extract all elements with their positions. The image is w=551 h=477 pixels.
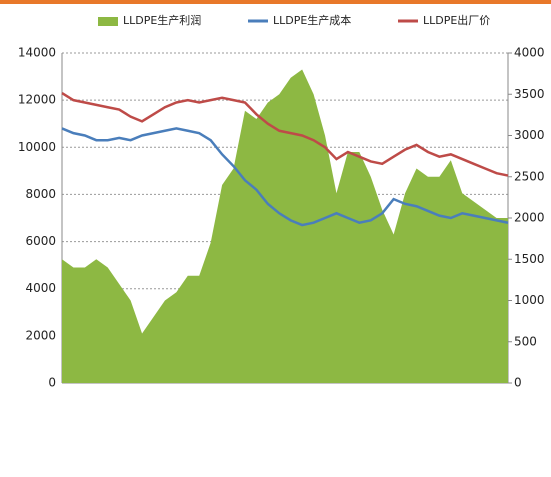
area bbox=[62, 69, 508, 383]
legend-label: LLDPE生产利润 bbox=[123, 13, 201, 27]
y2-tick-label: 1000 bbox=[514, 293, 545, 307]
y2-tick-label: 500 bbox=[514, 334, 537, 348]
y-tick-label: 4000 bbox=[25, 281, 56, 295]
y-tick-label: 12000 bbox=[18, 93, 56, 107]
y2-tick-label: 3000 bbox=[514, 128, 545, 142]
y-tick-label: 6000 bbox=[25, 234, 56, 248]
legend-swatch bbox=[98, 17, 118, 26]
legend-label: LLDPE出厂价 bbox=[423, 13, 490, 27]
y2-tick-label: 1500 bbox=[514, 252, 545, 266]
y2-tick-label: 2000 bbox=[514, 211, 545, 225]
y2-tick-label: 2500 bbox=[514, 169, 545, 183]
top-border bbox=[0, 0, 551, 4]
y2-tick-label: 0 bbox=[514, 376, 522, 390]
line bbox=[61, 92, 509, 177]
y-tick-label: 14000 bbox=[18, 46, 56, 60]
y-tick-label: 10000 bbox=[18, 140, 56, 154]
y-tick-label: 2000 bbox=[25, 328, 56, 342]
y2-tick-label: 4000 bbox=[514, 46, 545, 60]
y-tick-label: 0 bbox=[48, 376, 56, 390]
y-tick-label: 8000 bbox=[25, 187, 56, 201]
line bbox=[61, 127, 509, 227]
y2-tick-label: 3500 bbox=[514, 87, 545, 101]
legend-label: LLDPE生产成本 bbox=[273, 13, 351, 27]
